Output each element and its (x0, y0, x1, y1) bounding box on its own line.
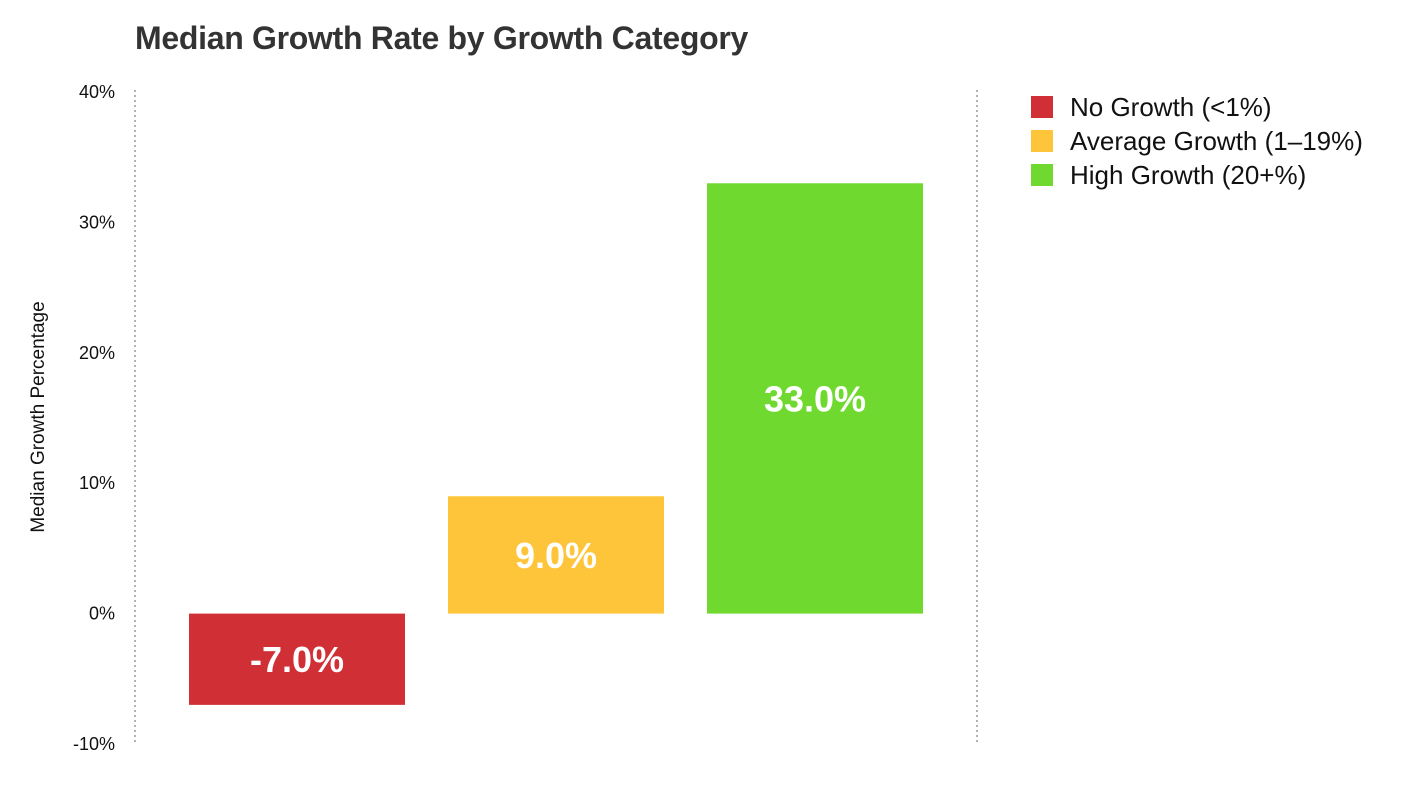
chart-title: Median Growth Rate by Growth Category (135, 20, 748, 56)
legend-label: High Growth (20+%) (1070, 159, 1307, 190)
legend-swatch (1031, 130, 1053, 152)
bar (448, 496, 664, 614)
bar (707, 183, 923, 614)
y-tick-label: -10% (73, 734, 115, 754)
y-tick-label: 40% (79, 82, 115, 102)
legend-label: No Growth (<1%) (1070, 91, 1272, 122)
legend-item: High Growth (20+%) (1031, 158, 1363, 192)
bar-value-label: 33.0% (764, 378, 866, 419)
y-tick-label: 10% (79, 473, 115, 493)
legend-item: Average Growth (1–19%) (1031, 124, 1363, 158)
y-tick-label: 0% (89, 604, 115, 624)
bar-value-label: -7.0% (250, 639, 344, 680)
legend-label: Average Growth (1–19%) (1070, 125, 1363, 156)
bar-value-label: 9.0% (515, 535, 597, 576)
legend: No Growth (<1%) Average Growth (1–19%) H… (1031, 90, 1363, 192)
bar (189, 613, 405, 705)
y-tick-label: 30% (79, 212, 115, 232)
y-tick-label: 20% (79, 343, 115, 363)
legend-swatch (1031, 164, 1053, 186)
legend-swatch (1031, 96, 1053, 118)
legend-item: No Growth (<1%) (1031, 90, 1363, 124)
